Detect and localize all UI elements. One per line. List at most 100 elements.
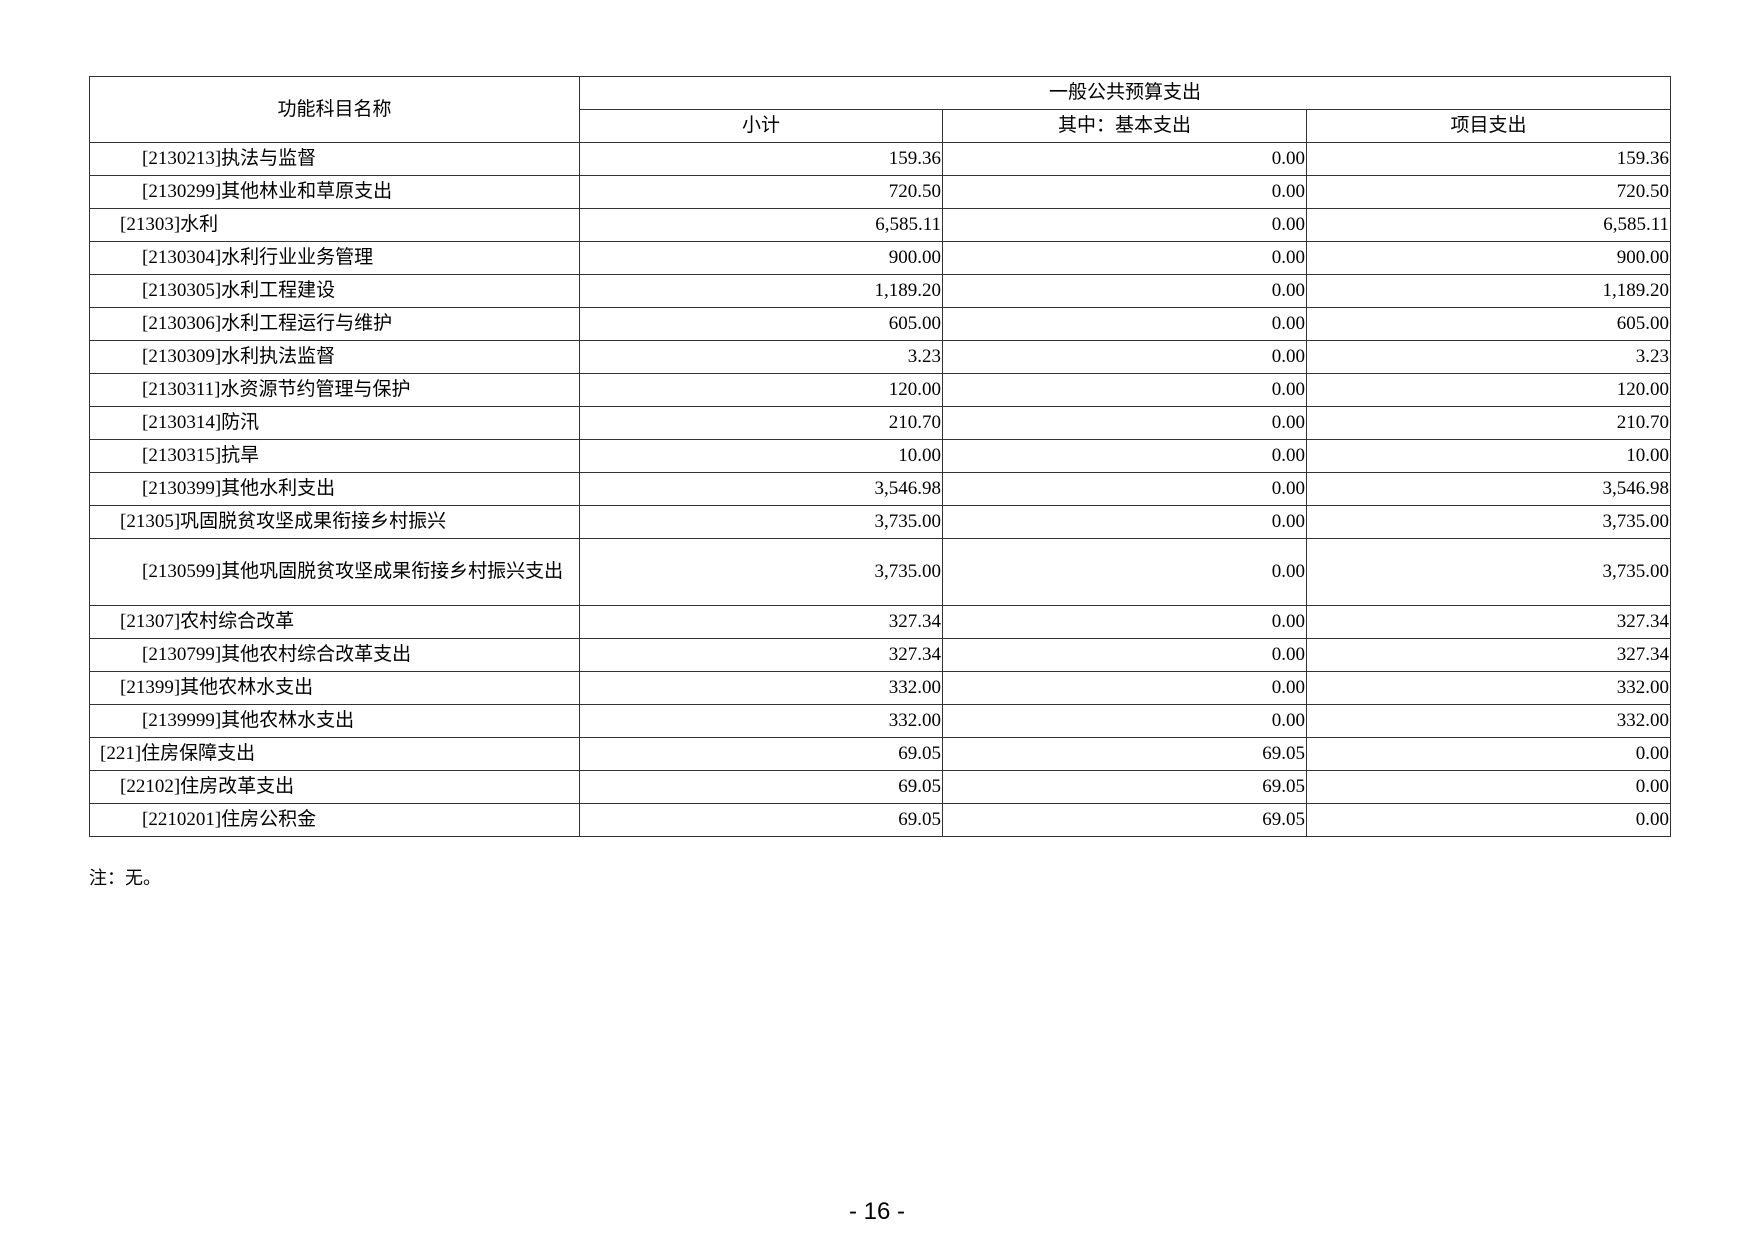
header-project: 项目支出	[1306, 109, 1671, 143]
row-project: 327.34	[1306, 605, 1671, 639]
row-subtotal: 3,735.00	[579, 505, 943, 539]
row-basic: 0.00	[942, 704, 1307, 738]
page-number: - 16 -	[848, 1198, 905, 1225]
row-subtotal: 332.00	[579, 671, 943, 705]
row-project: 332.00	[1306, 704, 1671, 738]
row-subtotal: 720.50	[579, 175, 943, 209]
row-project: 720.50	[1306, 175, 1671, 209]
row-basic: 0.00	[942, 274, 1307, 308]
table-row: [2130314]防汛 210.70 0.00 210.70	[89, 406, 1671, 440]
row-name: [221]住房保障支出	[89, 737, 580, 771]
row-name: [21303]水利	[89, 208, 580, 242]
row-name: [2130314]防汛	[89, 406, 580, 440]
row-name: [2139999]其他农林水支出	[89, 704, 580, 738]
row-basic: 69.05	[942, 803, 1307, 837]
row-basic: 0.00	[942, 241, 1307, 275]
table-row: [2130399]其他水利支出 3,546.98 0.00 3,546.98	[89, 472, 1671, 506]
row-name: [2130213]执法与监督	[89, 142, 580, 176]
table-row: [2139999]其他农林水支出 332.00 0.00 332.00	[89, 704, 1671, 738]
row-project: 159.36	[1306, 142, 1671, 176]
row-subtotal: 327.34	[579, 638, 943, 672]
table-row: [2130315]抗旱 10.00 0.00 10.00	[89, 439, 1671, 473]
row-subtotal: 10.00	[579, 439, 943, 473]
row-subtotal: 210.70	[579, 406, 943, 440]
table-row: [22102]住房改革支出 69.05 69.05 0.00	[89, 770, 1671, 804]
header-group: 一般公共预算支出	[579, 76, 1671, 110]
row-name: [2130315]抗旱	[89, 439, 580, 473]
table-row: [2130799]其他农村综合改革支出 327.34 0.00 327.34	[89, 638, 1671, 672]
row-subtotal: 3,546.98	[579, 472, 943, 506]
table-row: [21305]巩固脱贫攻坚成果衔接乡村振兴 3,735.00 0.00 3,735.0…	[89, 505, 1671, 539]
row-subtotal: 6,585.11	[579, 208, 943, 242]
header-name-col: 功能科目名称	[89, 76, 580, 143]
row-project: 210.70	[1306, 406, 1671, 440]
table-row: [21399]其他农林水支出 332.00 0.00 332.00	[89, 671, 1671, 705]
row-project: 0.00	[1306, 770, 1671, 804]
row-subtotal: 332.00	[579, 704, 943, 738]
row-subtotal: 3,735.00	[579, 538, 943, 606]
row-name: [2130799]其他农村综合改革支出	[89, 638, 580, 672]
row-name: [2210201]住房公积金	[89, 803, 580, 837]
row-basic: 0.00	[942, 472, 1307, 506]
row-name: [21399]其他农林水支出	[89, 671, 580, 705]
table-row: [2130311]水资源节约管理与保护 120.00 0.00 120.00	[89, 373, 1671, 407]
row-subtotal: 605.00	[579, 307, 943, 341]
row-basic: 0.00	[942, 340, 1307, 374]
row-name: [21307]农村综合改革	[89, 605, 580, 639]
row-project: 6,585.11	[1306, 208, 1671, 242]
row-name: [2130311]水资源节约管理与保护	[89, 373, 580, 407]
row-subtotal: 69.05	[579, 737, 943, 771]
row-basic: 0.00	[942, 638, 1307, 672]
table-row: [2130306]水利工程运行与维护 605.00 0.00 605.00	[89, 307, 1671, 341]
row-basic: 69.05	[942, 770, 1307, 804]
row-basic: 0.00	[942, 671, 1307, 705]
row-project: 900.00	[1306, 241, 1671, 275]
table-row: [2130309]水利执法监督 3.23 0.00 3.23	[89, 340, 1671, 374]
row-project: 327.34	[1306, 638, 1671, 672]
row-subtotal: 120.00	[579, 373, 943, 407]
row-basic: 0.00	[942, 538, 1307, 606]
table-row: [21307]农村综合改革 327.34 0.00 327.34	[89, 605, 1671, 639]
header-basic: 其中：基本支出	[942, 109, 1307, 143]
table-row: [2130299]其他林业和草原支出 720.50 0.00 720.50	[89, 175, 1671, 209]
row-name: [2130309]水利执法监督	[89, 340, 580, 374]
row-project: 120.00	[1306, 373, 1671, 407]
row-project: 10.00	[1306, 439, 1671, 473]
table-row: [2130304]水利行业业务管理 900.00 0.00 900.00	[89, 241, 1671, 275]
row-basic: 0.00	[942, 439, 1307, 473]
row-subtotal: 900.00	[579, 241, 943, 275]
row-name: [2130599]其他巩固脱贫攻坚成果衔接乡村振兴支出	[89, 538, 580, 606]
header-subtotal: 小计	[579, 109, 943, 143]
row-name: [2130299]其他林业和草原支出	[89, 175, 580, 209]
table-row: [2130213]执法与监督 159.36 0.00 159.36	[89, 142, 1671, 176]
row-project: 3,735.00	[1306, 538, 1671, 606]
row-subtotal: 69.05	[579, 770, 943, 804]
row-name: [2130306]水利工程运行与维护	[89, 307, 580, 341]
row-subtotal: 69.05	[579, 803, 943, 837]
budget-expenditure-table: 功能科目名称 一般公共预算支出 小计 其中：基本支出 项目支出 [2130213…	[89, 76, 1671, 837]
row-basic: 0.00	[942, 142, 1307, 176]
row-project: 3.23	[1306, 340, 1671, 374]
row-project: 332.00	[1306, 671, 1671, 705]
row-project: 1,189.20	[1306, 274, 1671, 308]
row-subtotal: 159.36	[579, 142, 943, 176]
table-note: 注：无。	[89, 868, 161, 888]
row-basic: 0.00	[942, 505, 1307, 539]
table-row: [21303]水利 6,585.11 0.00 6,585.11	[89, 208, 1671, 242]
row-name: [2130305]水利工程建设	[89, 274, 580, 308]
row-subtotal: 3.23	[579, 340, 943, 374]
row-name: [2130304]水利行业业务管理	[89, 241, 580, 275]
row-project: 0.00	[1306, 803, 1671, 837]
row-basic: 0.00	[942, 175, 1307, 209]
row-basic: 0.00	[942, 307, 1307, 341]
row-name: [2130399]其他水利支出	[89, 472, 580, 506]
row-project: 3,735.00	[1306, 505, 1671, 539]
table-row: [2130599]其他巩固脱贫攻坚成果衔接乡村振兴支出 3,735.00 0.00 3…	[89, 538, 1671, 606]
row-subtotal: 1,189.20	[579, 274, 943, 308]
row-name: [22102]住房改革支出	[89, 770, 580, 804]
row-project: 605.00	[1306, 307, 1671, 341]
row-project: 3,546.98	[1306, 472, 1671, 506]
row-subtotal: 327.34	[579, 605, 943, 639]
row-basic: 0.00	[942, 208, 1307, 242]
row-basic: 69.05	[942, 737, 1307, 771]
